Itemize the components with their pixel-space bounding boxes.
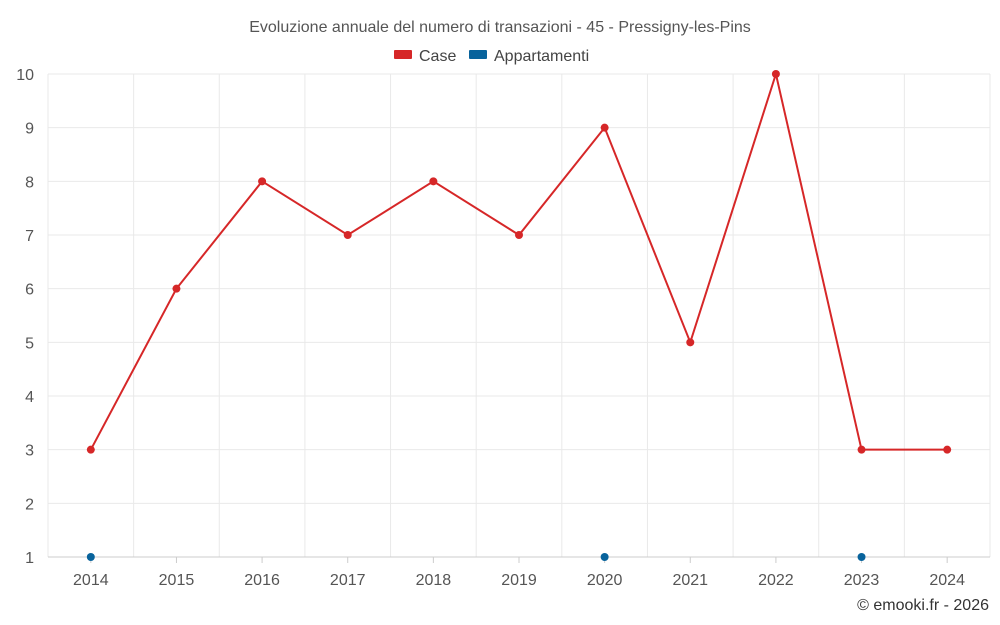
data-point-appartamenti-2023[interactable] [857, 553, 866, 561]
data-point-case-2016[interactable] [258, 177, 267, 186]
x-tick-label: 2020 [587, 572, 623, 589]
x-tick-label: 2017 [330, 572, 366, 589]
y-tick-label: 7 [25, 228, 34, 245]
x-tick-label: 2018 [416, 572, 452, 589]
data-point-appartamenti-2020[interactable] [600, 553, 609, 561]
data-point-case-2021[interactable] [686, 338, 695, 347]
x-tick-label: 2015 [159, 572, 195, 589]
legend-swatch-appartamenti [469, 50, 487, 59]
x-tick-label: 2014 [73, 572, 109, 589]
data-point-case-2023[interactable] [857, 445, 866, 454]
x-tick-label: 2019 [501, 572, 537, 589]
legend-item-appartamenti[interactable]: Appartamenti [469, 48, 589, 65]
data-point-case-2017[interactable] [343, 231, 352, 239]
x-tick-label: 2021 [672, 572, 708, 589]
legend-swatch-case [394, 50, 412, 59]
data-point-case-2015[interactable] [172, 284, 181, 293]
y-tick-label: 6 [25, 282, 34, 299]
x-tick-label: 2024 [929, 572, 965, 589]
legend: Case Appartamenti [394, 48, 589, 65]
data-point-case-2022[interactable] [771, 70, 780, 78]
y-tick-label: 3 [25, 443, 34, 460]
x-tick-label: 2022 [758, 572, 794, 589]
data-point-appartamenti-2014[interactable] [86, 553, 95, 561]
data-point-case-2024[interactable] [943, 445, 952, 454]
chart-title: Evoluzione annuale del numero di transaz… [249, 19, 751, 36]
y-tick-label: 5 [25, 335, 34, 352]
legend-label-appartamenti: Appartamenti [494, 48, 589, 65]
data-point-case-2019[interactable] [515, 231, 523, 239]
grid [47, 73, 991, 557]
y-tick-label: 4 [25, 389, 34, 406]
y-tick-label: 1 [25, 550, 34, 567]
x-tick-label: 2023 [844, 572, 880, 589]
y-tick-label: 8 [25, 174, 34, 191]
y-tick-label: 10 [16, 67, 34, 84]
legend-label-case: Case [419, 48, 456, 65]
series [86, 70, 952, 561]
y-tick-label: 9 [25, 121, 34, 138]
axes: 1 2 3 4 5 6 7 8 9 10 2014 2015 2016 2017 2018 2019 2020 2… [16, 67, 990, 589]
legend-item-case[interactable]: Case [394, 48, 456, 65]
data-point-case-2014[interactable] [86, 445, 95, 454]
data-point-case-2018[interactable] [429, 177, 438, 186]
x-tick-label: 2016 [244, 572, 280, 589]
credit-text: © emooki.fr - 2026 [857, 597, 989, 614]
data-point-case-2020[interactable] [600, 123, 609, 132]
y-tick-label: 2 [25, 496, 34, 513]
